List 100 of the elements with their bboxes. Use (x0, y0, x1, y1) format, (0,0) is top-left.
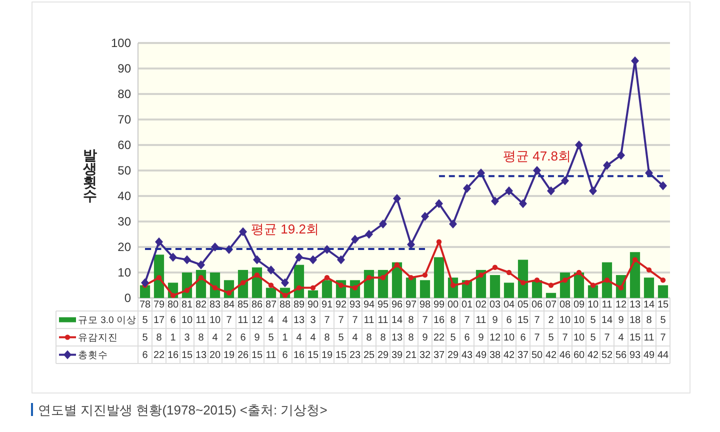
point (380, 275, 386, 280)
data-label: 6 (464, 332, 470, 344)
data-label: 7 (534, 332, 540, 344)
y-tick-label: 30 (118, 214, 132, 228)
x-tick-label: 12 (615, 300, 627, 310)
point (492, 264, 498, 270)
point (253, 255, 261, 264)
data-label: 1 (282, 332, 288, 344)
x-tick-label: 96 (391, 300, 403, 310)
bar (420, 280, 430, 298)
point (170, 292, 176, 298)
x-tick-label: 11 (602, 300, 613, 310)
data-label: 7 (660, 332, 666, 344)
data-label: 11 (476, 314, 487, 326)
data-label: 13 (195, 350, 207, 361)
x-tick-label: 04 (503, 300, 515, 310)
x-tick-label: 94 (363, 300, 375, 310)
data-label: 5 (268, 332, 274, 344)
data-label: 52 (601, 350, 613, 361)
point (169, 252, 177, 262)
data-label: 43 (461, 350, 473, 361)
data-label: 9 (492, 314, 498, 326)
data-label: 7 (352, 314, 358, 326)
bar (266, 288, 276, 298)
point (240, 280, 246, 286)
point (211, 242, 219, 252)
data-label: 7 (534, 314, 540, 326)
point (478, 272, 484, 278)
data-label: 6 (506, 314, 512, 326)
data-label: 44 (657, 350, 669, 361)
data-label: 8 (366, 332, 372, 344)
x-tick-label: 80 (167, 300, 179, 310)
data-label: 50 (531, 350, 543, 361)
x-tick-label: 81 (181, 300, 193, 310)
point (239, 227, 247, 236)
point (590, 282, 596, 288)
data-label: 7 (464, 314, 470, 326)
data-label: 7 (226, 314, 232, 326)
point (576, 270, 582, 276)
x-tick-label: 98 (419, 300, 431, 310)
data-label: 16 (293, 350, 305, 361)
x-tick-label: 89 (293, 300, 305, 310)
data-label: 49 (643, 350, 655, 361)
data-label: 19 (321, 350, 333, 361)
data-label: 12 (489, 332, 501, 344)
point (295, 252, 303, 262)
data-label: 6 (282, 350, 288, 361)
data-label: 15 (307, 350, 319, 361)
x-tick-label: 02 (475, 300, 487, 310)
bar (490, 275, 500, 298)
point (156, 275, 162, 280)
data-label: 7 (604, 332, 610, 344)
data-label: 4 (212, 332, 218, 344)
data-label: 1 (170, 332, 176, 344)
data-label: 11 (266, 350, 277, 361)
bar (644, 278, 654, 298)
data-label: 17 (153, 314, 165, 326)
x-tick-label: 82 (195, 300, 207, 310)
point (366, 275, 372, 280)
x-tick-label: 03 (489, 300, 501, 310)
data-label: 5 (590, 314, 596, 326)
data-label: 21 (405, 350, 417, 361)
data-label: 9 (254, 332, 260, 344)
data-label: 4 (282, 314, 288, 326)
data-label: 3 (310, 314, 316, 326)
data-label: 16 (167, 350, 179, 361)
data-label: 15 (629, 332, 641, 344)
data-label: 6 (520, 332, 526, 344)
data-label: 32 (419, 350, 431, 361)
point (506, 270, 512, 276)
data-label: 19 (223, 350, 235, 361)
data-label: 93 (629, 350, 641, 361)
point (379, 220, 387, 229)
data-label: 7 (324, 314, 330, 326)
data-label: 11 (364, 314, 375, 326)
point (533, 166, 541, 175)
data-label: 42 (503, 350, 515, 361)
data-label: 6 (142, 350, 148, 361)
bar (434, 257, 444, 298)
legend-label: 총횟수 (78, 350, 108, 361)
point (198, 275, 204, 280)
data-label: 8 (408, 314, 414, 326)
point (226, 290, 232, 296)
point (548, 282, 554, 288)
data-label: 10 (573, 332, 585, 344)
data-label: 5 (590, 332, 596, 344)
point (519, 199, 527, 208)
point (421, 212, 429, 221)
data-label: 4 (618, 332, 624, 344)
data-label: 6 (240, 332, 246, 344)
data-label: 15 (517, 314, 529, 326)
bar (602, 262, 612, 298)
data-label: 11 (196, 314, 207, 326)
x-tick-label: 00 (447, 300, 459, 310)
point (155, 237, 163, 246)
point (408, 275, 414, 280)
point (617, 150, 625, 160)
data-label: 7 (422, 314, 428, 326)
data-label: 5 (142, 314, 148, 326)
data-label: 15 (181, 350, 193, 361)
